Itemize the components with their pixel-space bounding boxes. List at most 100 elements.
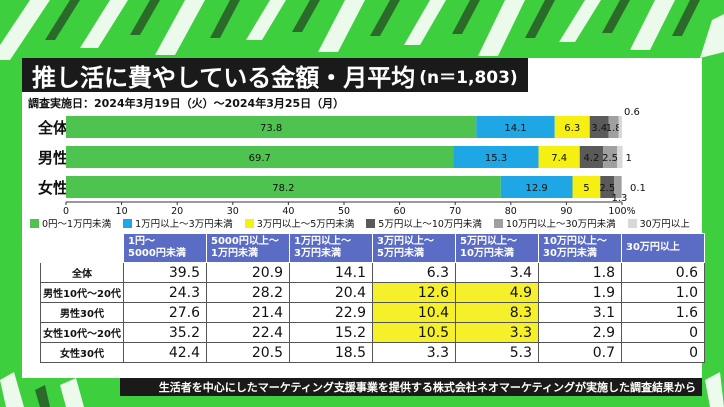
spending-table: 1円〜 5000円未満 5000円以上〜 1万円未満 1万円以上〜 3万円未満 3万円以上〜… — [40, 233, 705, 363]
x-tick-label: 30 — [227, 206, 239, 216]
bar-segment — [616, 146, 623, 168]
table-cell: 14.1 — [289, 262, 373, 283]
table-cell: 27.6 — [123, 302, 207, 323]
table-cell: 1.0 — [621, 282, 705, 303]
table-cell: 20.4 — [289, 282, 373, 303]
title-text: 推し活に費やしている金額・月平均 — [32, 63, 416, 92]
row-label: 男性10代〜20代 — [40, 282, 124, 303]
table-cell: 15.2 — [289, 322, 373, 343]
survey-period: 調査実施日：2024年3月19日（火）〜2024年3月25日（月） — [28, 97, 345, 110]
chart-legend: 0円〜1万円未満 1万円以上〜3万円未満 3万円以上〜5万円未満 5万円以上〜10万円… — [30, 216, 690, 230]
data-label: 73.8 — [260, 123, 282, 134]
table-cell: 5.3 — [455, 342, 539, 363]
column-header: 10万円以上〜 30万円未満 — [538, 233, 622, 263]
table-cell: 20.9 — [206, 262, 290, 283]
x-tick-label: 60 — [394, 206, 406, 216]
legend-swatch — [493, 218, 503, 228]
data-label: 1 — [626, 153, 632, 164]
bar-segment — [554, 116, 590, 138]
data-label: 15.3 — [485, 153, 507, 164]
table-row: 男性30代 27.6 21.4 22.9 10.4 8.3 3.1 1.6 — [40, 302, 705, 323]
row-label: 全体 — [40, 262, 124, 283]
data-label: 1.3 — [611, 193, 627, 204]
bar-segment — [603, 146, 617, 168]
legend-label: 0円〜1万円未満 — [42, 219, 112, 230]
table-cell: 21.4 — [206, 302, 290, 323]
table-corner — [40, 233, 124, 263]
bar-segment — [621, 176, 622, 198]
x-tick-label: 50 — [338, 206, 350, 216]
table-cell: 10.4 — [372, 302, 456, 323]
category-label: 男性 — [38, 149, 68, 167]
data-label: 2.5 — [599, 183, 615, 194]
bar-segment — [66, 176, 501, 198]
bar-segment — [579, 146, 604, 168]
page-title: 推し活に費やしている金額・月平均 (n＝1,803) — [22, 58, 528, 92]
table-cell: 1.6 — [621, 302, 705, 323]
legend-label: 1万円以上〜3万円未満 — [135, 219, 233, 230]
column-header: 30万円以上 — [621, 233, 705, 263]
bar-segment — [453, 146, 539, 168]
table-cell: 28.2 — [206, 282, 290, 303]
legend-label: 30万円以上 — [639, 219, 690, 230]
data-label: 14.1 — [504, 123, 526, 134]
legend-item: 5万円以上〜10万円未満 — [366, 216, 482, 230]
table-row: 男性10代〜20代 24.3 28.2 20.4 12.6 4.9 1.9 1.0 — [40, 282, 705, 303]
table-header-row: 1円〜 5000円未満 5000円以上〜 1万円未満 1万円以上〜 3万円未満 3万円以上〜… — [40, 233, 705, 263]
bar-segment — [66, 116, 477, 138]
x-tick-label: 20 — [171, 206, 183, 216]
legend-item: 30万円以上 — [627, 216, 690, 230]
legend-swatch — [30, 218, 39, 228]
data-label: 4.2 — [583, 153, 599, 164]
bar-segment — [614, 176, 622, 198]
legend-swatch — [123, 218, 133, 228]
column-header: 5000円以上〜 1万円未満 — [206, 233, 290, 263]
data-label: 5 — [583, 183, 589, 194]
column-header: 1万円以上〜 3万円未満 — [289, 233, 373, 263]
data-label: 0.6 — [624, 108, 640, 118]
bar-segment — [538, 146, 580, 168]
bar-segment — [618, 116, 622, 138]
table-cell: 0 — [621, 322, 705, 343]
column-header: 5万円以上〜 10万円未満 — [455, 233, 539, 263]
table-cell: 22.9 — [289, 302, 373, 323]
table-cell: 22.4 — [206, 322, 290, 343]
table-cell: 3.3 — [372, 342, 456, 363]
table-row: 全体 39.5 20.9 14.1 6.3 3.4 1.8 0.6 — [40, 262, 705, 283]
column-header: 1円〜 5000円未満 — [123, 233, 207, 263]
x-tick-label: 10 — [116, 206, 128, 216]
row-label: 女性30代 — [40, 342, 124, 363]
legend-swatch — [366, 218, 376, 228]
table-cell: 20.5 — [206, 342, 290, 363]
row-label: 女性10代〜20代 — [40, 322, 124, 343]
table-cell: 39.5 — [123, 262, 207, 283]
table-cell: 0 — [621, 342, 705, 363]
table-cell: 35.2 — [123, 322, 207, 343]
data-label: 69.7 — [249, 153, 271, 164]
data-label: 6.3 — [564, 123, 580, 134]
data-label: 12.9 — [526, 183, 548, 194]
bar-segment — [66, 146, 454, 168]
table-cell: 1.8 — [538, 262, 622, 283]
table-cell: 3.1 — [538, 302, 622, 323]
table-cell: 12.6 — [372, 282, 456, 303]
legend-swatch — [627, 218, 637, 228]
table-row: 女性30代 42.4 20.5 18.5 3.3 5.3 0.7 0 — [40, 342, 705, 363]
x-tick-label: 90 — [560, 206, 572, 216]
data-label: 7.4 — [551, 153, 567, 164]
x-tick-label: 80 — [505, 206, 517, 216]
bar-segment — [476, 116, 555, 138]
legend-label: 3万円以上〜5万円未満 — [256, 219, 355, 230]
sample-size: (n＝1,803) — [419, 67, 518, 88]
x-tick-label: 100% — [608, 206, 635, 216]
table-cell: 0.7 — [538, 342, 622, 363]
x-tick-label: 70 — [449, 206, 461, 216]
table-row: 女性10代〜20代 35.2 22.4 15.2 10.5 3.3 2.9 0 — [40, 322, 705, 343]
legend-item: 10万円以上〜30万円未満 — [493, 216, 616, 230]
legend-item: 3万円以上〜5万円未満 — [244, 216, 355, 230]
table-cell: 3.4 — [455, 262, 539, 283]
table-cell: 0.6 — [621, 262, 705, 283]
bar-segment — [600, 176, 615, 198]
table-cell: 42.4 — [123, 342, 207, 363]
